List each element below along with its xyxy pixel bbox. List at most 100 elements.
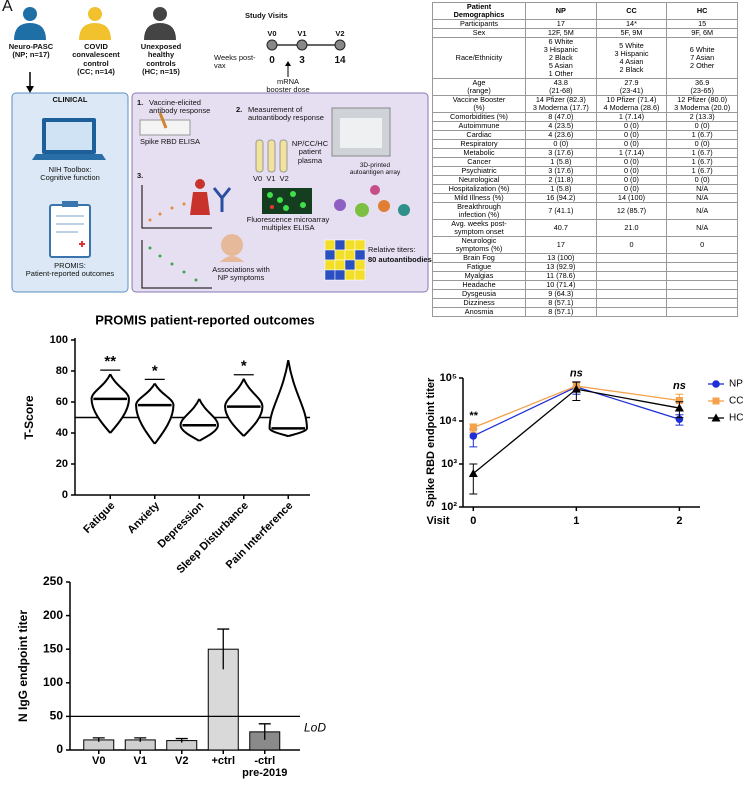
table-row: Breakthrough infection (%) 7 (41.1) 12 (85… [432,202,738,220]
table-cell: Avg. weeks post- symptom onset [432,219,526,237]
empty-cell [666,289,738,299]
step-number: 2. [236,105,243,114]
annotation: ns [673,380,686,392]
empty-cell [666,253,738,263]
error-bar [217,628,230,670]
visit-label: V2 [335,29,345,38]
plasma-label: NP/CC/HC patient plasma [291,139,329,165]
pipette [158,112,168,129]
legend-label: HC [729,413,743,424]
table-cell: N/A [666,193,738,203]
table-cell: HC [666,2,738,20]
significance: * [152,362,158,379]
elisa-label: Spike RBD ELISA [140,137,201,146]
table-row: Anosmia 8 (57.1) [432,307,738,317]
marker [468,469,478,478]
table-cell: 16 (94.2) [525,193,597,203]
series-line [472,388,680,475]
empty-cell [595,271,668,281]
error-bar [92,737,105,742]
empty-cell [666,298,738,308]
microarray-spots [267,191,306,211]
table-cell: NP [525,2,597,20]
clipboard [49,204,91,258]
y-axis-label: N IgG endpoint titer [16,610,30,722]
step-label: Vaccine-elicited antibody response [149,98,211,116]
x-tick-label: 2 [676,515,682,527]
demographics-table: Patient Demographics NP CC HC Participants 17… [432,2,738,317]
y-tick-label: 10⁴ [439,415,457,427]
visit-dots [266,39,346,51]
empty-cell [666,271,738,281]
y-tick-label: 0 [62,489,68,501]
table-row: Sex 12F, 5M 5F, 9M 9F, 6M [432,28,738,38]
table-cell: 27.9 (23-41) [595,78,668,96]
reference-label: LoD [304,721,326,735]
error-bar [258,723,271,740]
y-axis-label: Spike RBD endpoint titer [425,377,437,507]
empty-cell [595,262,668,272]
y-tick-label: 50 [50,709,64,723]
x-axis-label: Visit [426,515,449,527]
table-row: Patient Demographics NP CC HC [432,2,738,20]
marker [712,397,720,405]
heatmap [324,239,366,281]
annotation: ** [469,410,478,422]
table-cell: N/A [666,219,738,237]
legend-label: CC [729,396,743,407]
table-cell: 7 (41.1) [525,202,597,220]
week-label: 3 [299,55,305,66]
tube-labels: V0 V1 V2 [253,174,289,183]
table-row: Hospitalization (%) 1 (5.8) 0 (0) N/A [432,184,738,194]
significance: * [241,358,247,375]
titers-count: 80 autoantibodies [368,255,432,264]
arrow-head [26,86,34,93]
sick-person [190,179,210,215]
visit-label: V0 [267,29,277,38]
error-bar [469,463,478,495]
table-row: Respiratory 0 (0) 0 (0) 0 (0) [432,139,738,149]
visits-title: Study Visits [245,11,288,20]
empty-cell [595,289,668,299]
marker [469,424,477,432]
np-icon [14,7,46,40]
violin [135,382,175,445]
empty-cell [666,307,738,317]
table-cell: 14 Pfizer (82.3) 3 Moderna (17.7) [525,95,597,113]
table-row: Age (range) 43.8 (21-68) 27.9 (23-41) 36.9 … [432,78,738,96]
x-tick-label: Fatigue [81,500,117,536]
step-label: Associations with NP symptoms [212,265,270,283]
y-tick-label: 10³ [441,458,457,470]
annotation: ns [570,368,583,380]
violin [179,398,219,442]
x-tick-label: V1 [133,755,147,767]
table-cell: CC [595,2,668,20]
panel-label: A [2,0,13,15]
laptop-base [32,154,106,160]
mini-plots [141,185,212,289]
table-cell: 9F, 6M [666,28,738,38]
laptop-display [46,122,92,150]
y-tick-label: 80 [56,365,68,377]
empty-cell [595,280,668,290]
empty-cell [595,298,668,308]
marker [712,380,720,388]
antigens [334,185,410,217]
significance: ** [104,353,116,370]
table-row: Neurologic symptoms (%) 17 0 0 [432,236,738,254]
visit-label: V1 [297,29,307,38]
weeks-label: Weeks post- vax [214,53,256,71]
antibody [212,187,232,212]
step-number: 3. [137,171,144,180]
table: Patient Demographics NP CC HC Participants 17… [432,2,738,317]
step-number: 1. [137,98,144,107]
error-bar [175,737,188,743]
x-tick-label: Anxiety [125,499,162,536]
table-cell: 40.7 [525,219,597,237]
clinical-item: PROMIS: Patient-reported outcomes [25,261,115,279]
step-label: Measurement of autoantibody response [248,105,324,123]
empty-cell [595,253,668,263]
table-cell: 8 (57.1) [525,307,597,317]
table-cell: 6 White 7 Asian 2 Other [666,37,738,79]
